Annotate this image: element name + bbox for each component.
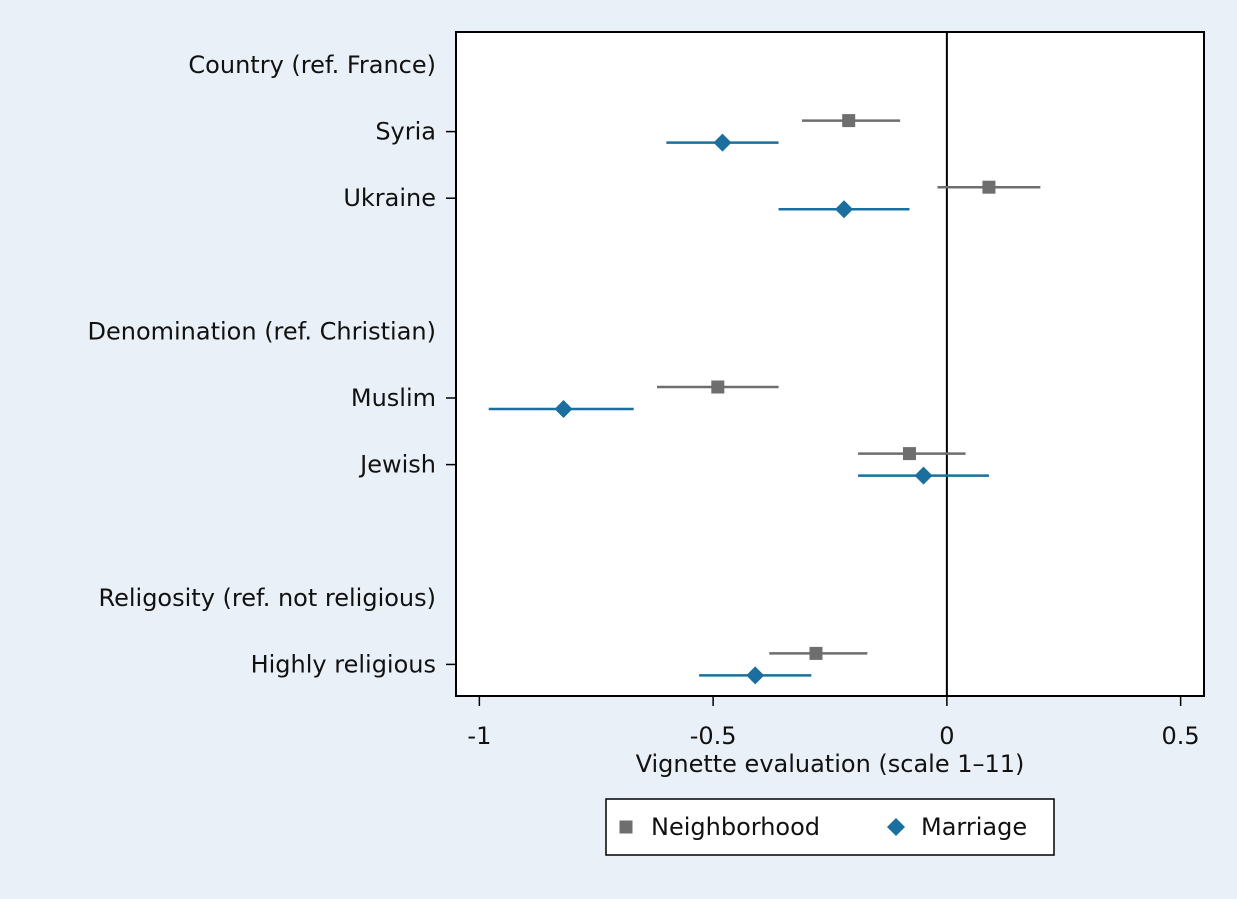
neighborhood-point-marker	[809, 646, 823, 660]
legend: Neighborhood Marriage	[605, 798, 1055, 856]
marriage-point-marker	[554, 400, 573, 418]
category-label: Highly religious	[251, 650, 436, 678]
marriage-point-marker	[835, 200, 854, 219]
neighborhood-point-marker	[902, 447, 916, 461]
category-label: Syria	[375, 118, 436, 146]
x-tick-label: -0.5	[690, 722, 737, 750]
group-header-label: Country (ref. France)	[188, 51, 436, 79]
category-label: Muslim	[351, 384, 436, 412]
x-tick-label: 0.5	[1162, 722, 1200, 750]
marriage-point-marker	[914, 466, 933, 485]
neighborhood-legend-marker	[619, 820, 633, 834]
category-label: Ukraine	[343, 184, 436, 212]
legend-box	[605, 798, 1055, 856]
neighborhood-legend-label: Neighborhood	[651, 813, 820, 841]
y-axis: Country (ref. France) Syria Ukraine Denomin…	[87, 51, 456, 678]
marriage-point-marker	[746, 666, 765, 685]
category-label: Jewish	[358, 451, 436, 479]
x-tick-label: 0	[939, 722, 954, 750]
marriage-legend-label: Marriage	[921, 813, 1027, 841]
group-header-label: Denomination (ref. Christian)	[87, 317, 436, 345]
group-header-label: Religosity (ref. not religious)	[99, 584, 437, 612]
plot-area	[455, 31, 1205, 697]
neighborhood-point-marker	[711, 380, 725, 394]
neighborhood-point-marker	[982, 180, 996, 194]
marriage-legend-marker	[887, 818, 905, 836]
neighborhood-point-marker	[842, 114, 856, 128]
x-tick-label: -1	[467, 722, 491, 750]
data-marks	[488, 114, 1041, 685]
x-axis: -1 -0.5 0 0.5	[467, 696, 1200, 750]
x-axis-title: Vignette evaluation (scale 1–11)	[636, 750, 1025, 778]
marriage-point-marker	[713, 133, 732, 152]
